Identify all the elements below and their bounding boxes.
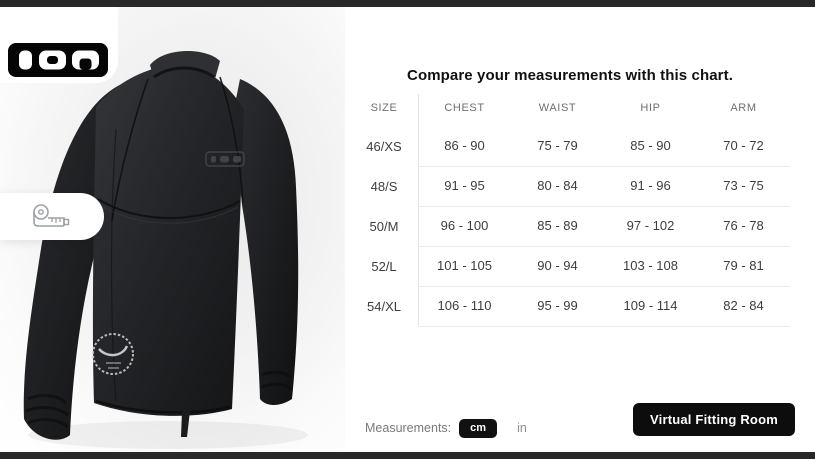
chest-value: 91 - 95 (418, 166, 511, 207)
size-label: 48/S (370, 178, 398, 194)
chest-value: 101 - 105 (418, 246, 511, 287)
arm-value: 73 - 75 (697, 166, 790, 207)
chest-value: 86 - 90 (418, 126, 511, 167)
col-header-chest: CHEST (444, 102, 485, 114)
hip-value: 97 - 102 (604, 206, 697, 247)
arm-value: 76 - 78 (697, 206, 790, 247)
col-header-waist: WAIST (538, 102, 577, 114)
ion-logo (8, 43, 108, 77)
size-label: 46/XS (366, 138, 402, 154)
arm-value: 70 - 72 (697, 126, 790, 167)
waist-value: 85 - 89 (511, 206, 604, 247)
table-row: 52/L 101 - 105 90 - 94 103 - 108 79 - 81 (350, 246, 790, 287)
hip-value: 85 - 90 (604, 126, 697, 167)
size-chart-panel: Compare your measurements with this char… (340, 7, 815, 452)
waist-value: 80 - 84 (511, 166, 604, 207)
waist-value: 95 - 99 (511, 286, 604, 327)
unit-in-button[interactable]: in (517, 421, 527, 435)
product-image (0, 7, 345, 452)
col-header-size: SIZE (370, 102, 398, 114)
virtual-fitting-room-button[interactable]: Virtual Fitting Room (633, 403, 795, 436)
top-frame-bar (0, 0, 815, 7)
bottom-frame-bar (0, 452, 815, 459)
tape-measure-icon (33, 203, 70, 227)
size-label: 54/XL (367, 298, 401, 314)
size-label: 50/M (369, 218, 399, 234)
chest-ion-logo (205, 151, 245, 167)
table-row: 48/S 91 - 95 80 - 84 91 - 96 73 - 75 (350, 166, 790, 207)
measurements-label: Measurements: (365, 421, 452, 435)
brand-logo-card (0, 7, 118, 83)
unit-cm-button[interactable]: cm (459, 418, 498, 438)
size-column-divider (418, 94, 419, 326)
col-header-hip: HIP (640, 102, 661, 114)
hem-badge (92, 333, 134, 375)
measure-tape-button[interactable] (0, 193, 104, 240)
table-row: 50/M 96 - 100 85 - 89 97 - 102 76 - 78 (350, 206, 790, 247)
table-row: 54/XL 106 - 110 95 - 99 109 - 114 82 - 8… (350, 286, 790, 327)
chest-value: 106 - 110 (418, 286, 511, 327)
table-header-row: SIZE CHEST WAIST HIP ARM (350, 90, 790, 126)
hip-value: 91 - 96 (604, 166, 697, 207)
chest-value: 96 - 100 (418, 206, 511, 247)
size-label: 52/L (371, 258, 397, 274)
hip-value: 103 - 108 (604, 246, 697, 287)
hip-value: 109 - 114 (604, 286, 697, 327)
waist-value: 90 - 94 (511, 246, 604, 287)
chart-title: Compare your measurements with this char… (407, 67, 733, 84)
arm-value: 79 - 81 (697, 246, 790, 287)
waist-value: 75 - 79 (511, 126, 604, 167)
arm-value: 82 - 84 (697, 286, 790, 327)
table-row: 46/XS 86 - 90 75 - 79 85 - 90 70 - 72 (350, 126, 790, 167)
col-header-arm: ARM (730, 102, 757, 114)
size-table: SIZE CHEST WAIST HIP ARM 46/XS 86 - 90 7… (350, 90, 790, 327)
rashguard-illustration (23, 50, 308, 449)
units-toggle: Measurements: cm in (365, 416, 527, 440)
